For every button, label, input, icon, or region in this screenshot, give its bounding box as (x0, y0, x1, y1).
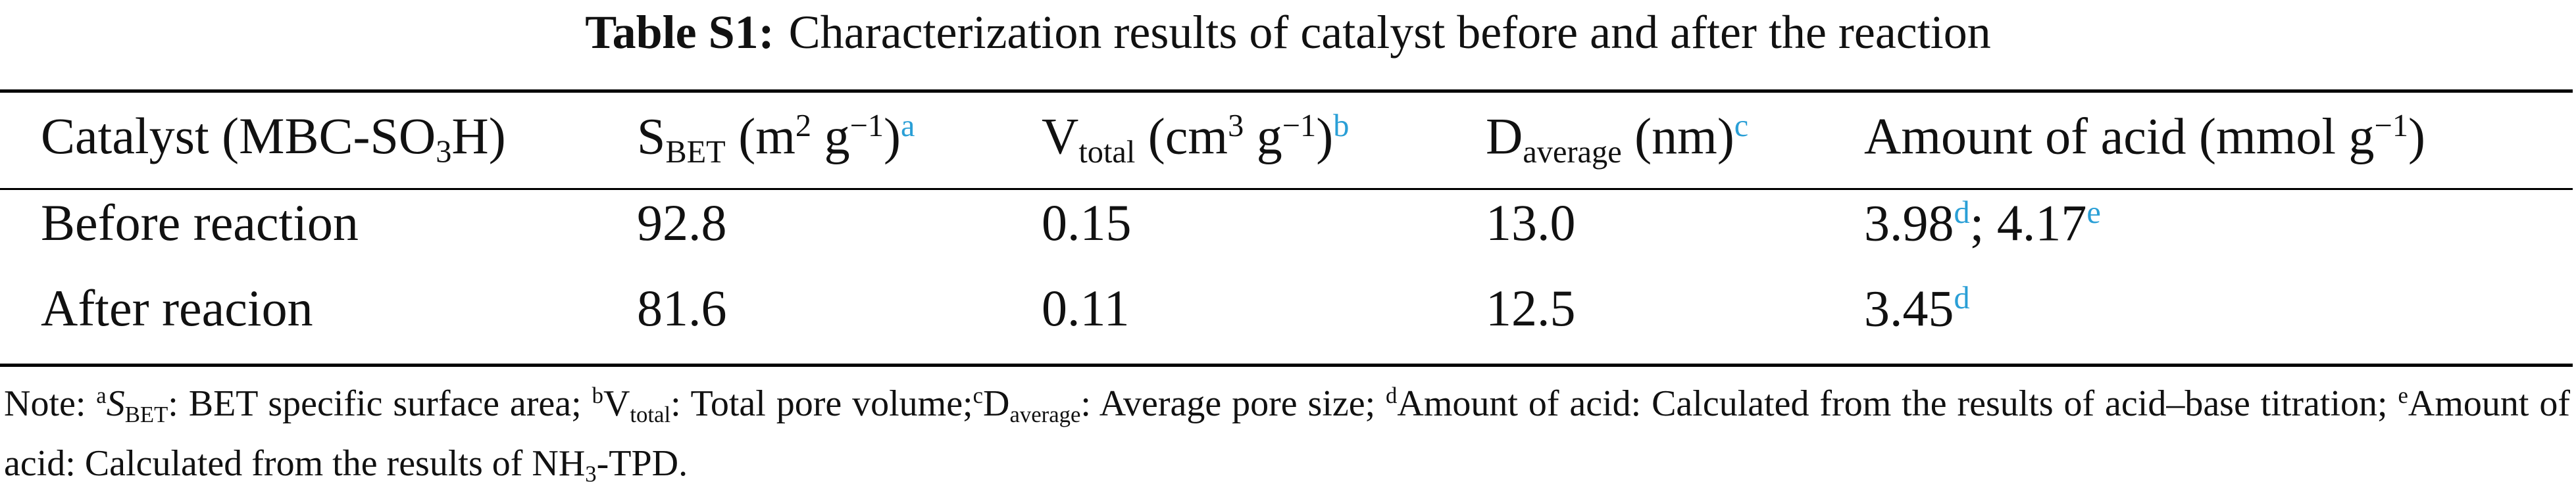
sub-text: BET (665, 135, 726, 170)
sub-text: BET (124, 401, 168, 427)
text-run: 13.0 (1486, 194, 1576, 251)
bottom-rule (0, 364, 2573, 367)
table-cell: 0.11 (1042, 283, 1130, 334)
text-run: -TPD. (596, 442, 688, 484)
table-cell: 3.45d (1864, 279, 1970, 337)
text-run: D (983, 383, 1010, 425)
text-run: : Total pore volume; (670, 383, 973, 425)
text-run: V (1042, 107, 1079, 165)
text-run: ) (2408, 107, 2425, 165)
sup-text: −1 (849, 108, 884, 143)
header-cell: Daverage (nm)c (1486, 110, 1748, 168)
mark-text: d (1954, 281, 1970, 316)
sup-text: 3 (1228, 108, 1244, 143)
sup-text: −1 (2374, 108, 2408, 143)
sup-text: 2 (795, 108, 812, 143)
sup-text: a (96, 383, 107, 408)
text-run: After reacion (41, 279, 313, 337)
sub-text: 3 (436, 134, 452, 170)
mark-text: b (1333, 108, 1350, 143)
header-cell: Catalyst (MBC-SO3H) (41, 110, 506, 168)
sup-text: c (972, 383, 984, 408)
sup-text: e (2398, 383, 2408, 408)
sub-text: average (1009, 401, 1081, 427)
text-run: Catalyst (MBC-SO (41, 107, 436, 164)
table-cell: After reacion (41, 283, 313, 334)
mark-text: e (2086, 195, 2101, 230)
text-run: 81.6 (637, 279, 727, 337)
table-cell: 0.15 (1042, 197, 1132, 249)
page: {"title": [{"text": "Table S1:", "pos": … (0, 5, 2576, 487)
table-cell: 3.98d; 4.17e (1864, 197, 2101, 249)
text-run: (nm) (1621, 107, 1734, 165)
text-run: ) (884, 107, 901, 165)
sup-text: −1 (1282, 108, 1317, 143)
top-rule (0, 89, 2573, 93)
text-run: (cm (1135, 107, 1228, 165)
mark-text: c (1734, 108, 1749, 143)
table-cell: 13.0 (1486, 197, 1576, 249)
table-title: Table S1: Characterization results of cat… (0, 5, 2576, 60)
text-run: V (603, 383, 630, 425)
header-cell: Amount of acid (mmol g−1) (1864, 110, 2425, 162)
sub-text: total (630, 401, 671, 427)
text-run: H) (451, 107, 506, 164)
text-run: : BET specific surface area; (168, 383, 592, 425)
text-run: Amount of acid (mmol g (1864, 107, 2375, 165)
text-run: Note: (4, 383, 97, 425)
table-cell: 92.8 (637, 197, 727, 249)
table-note: Note: aSBET: BET specific surface area; … (4, 371, 2570, 499)
table-cell: Before reaction (41, 197, 359, 249)
mark-text: d (1954, 195, 1970, 230)
text-run: g (1244, 107, 1282, 165)
text-run: D (1486, 107, 1523, 165)
text-run: ; 4.17 (1969, 194, 2087, 252)
text-run: 0.15 (1042, 194, 1132, 251)
text-run: 0.11 (1042, 279, 1130, 337)
sub-text: average (1523, 135, 1622, 170)
italic-text: S (106, 383, 125, 425)
header-cell: Vtotal (cm3 g−1)b (1042, 110, 1349, 168)
text-run: (m (725, 107, 796, 165)
text-run: ) (1316, 107, 1334, 165)
text-run: 92.8 (637, 194, 727, 251)
mark-text: a (901, 108, 915, 143)
header-cell: SBET (m2 g−1)a (637, 110, 915, 168)
sub-text: total (1078, 135, 1136, 170)
sup-text: d (1386, 383, 1398, 408)
table-cell: 12.5 (1486, 283, 1576, 334)
text-run: 3.98 (1864, 194, 1954, 252)
table-cell: 81.6 (637, 283, 727, 334)
text-run: 3.45 (1864, 279, 1954, 337)
bold-text: Table S1: (585, 6, 774, 59)
text-run: S (637, 107, 666, 165)
text-run: Before reaction (41, 194, 359, 251)
sup-text: b (592, 383, 603, 408)
text-run: g (811, 107, 850, 165)
header-rule (0, 188, 2573, 190)
text-run: Characterization results of catalyst bef… (788, 6, 1991, 59)
text-run: : Average pore size; (1080, 383, 1386, 425)
text-run: 12.5 (1486, 279, 1576, 337)
text-run: Amount of acid: Calculated from the resu… (1397, 383, 2398, 425)
sub-text: 3 (585, 461, 597, 487)
